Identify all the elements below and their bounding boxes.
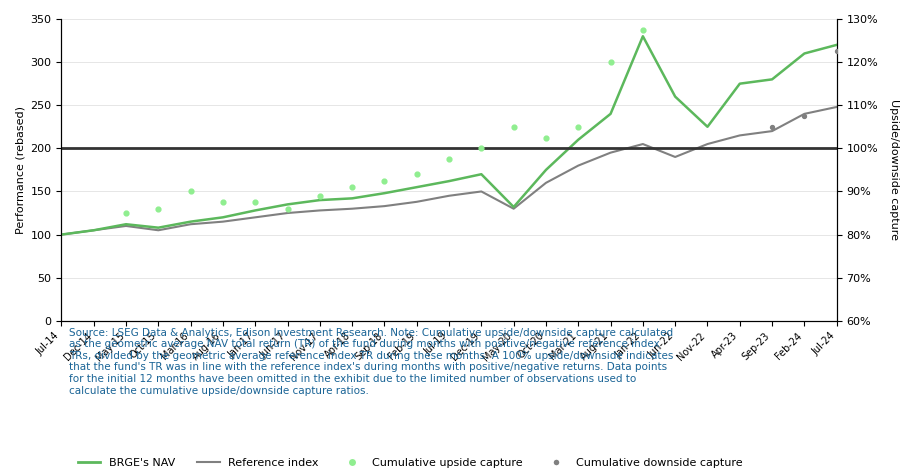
Point: [603, 403, 618, 411]
Point: [119, 393, 133, 400]
Legend: BRGE's NAV, Reference index, Cumulative upside capture, Cumulative downside capt: BRGE's NAV, Reference index, Cumulative …: [73, 453, 748, 472]
Point: [700, 360, 715, 368]
Point: [474, 145, 489, 152]
Point: [797, 112, 812, 120]
Point: [732, 0, 747, 1]
Point: [668, 4, 683, 12]
Point: [119, 209, 133, 217]
Point: [506, 123, 521, 131]
Point: [313, 442, 327, 450]
Point: [765, 123, 780, 131]
Point: [571, 123, 586, 131]
Point: [538, 134, 553, 141]
Point: [216, 442, 230, 450]
Point: [571, 403, 586, 411]
Point: [216, 199, 230, 206]
Point: [441, 155, 456, 163]
Point: [151, 403, 165, 411]
Point: [377, 177, 392, 184]
Point: [829, 48, 844, 55]
Point: [345, 360, 359, 368]
Point: [409, 170, 424, 178]
Point: [409, 360, 424, 368]
Point: [538, 399, 553, 406]
Point: [474, 408, 489, 415]
Point: [635, 403, 650, 411]
Point: [281, 205, 295, 212]
Point: [184, 442, 198, 450]
Point: [506, 408, 521, 415]
Y-axis label: Upside/downside capture: Upside/downside capture: [889, 99, 899, 240]
Point: [248, 442, 262, 450]
Point: [441, 350, 456, 357]
Point: [732, 393, 747, 400]
Point: [184, 188, 198, 195]
Point: [635, 26, 650, 34]
Point: [248, 199, 262, 206]
Point: [345, 184, 359, 191]
Point: [603, 58, 618, 66]
Point: [313, 192, 327, 200]
Point: [281, 442, 295, 450]
Point: [151, 205, 165, 212]
Y-axis label: Performance (rebased): Performance (rebased): [15, 106, 25, 234]
Text: Source: LSEG Data & Analytics, Edison Investment Research. Note: Cumulative upsi: Source: LSEG Data & Analytics, Edison In…: [69, 328, 674, 396]
Point: [377, 360, 392, 368]
Point: [668, 399, 683, 406]
